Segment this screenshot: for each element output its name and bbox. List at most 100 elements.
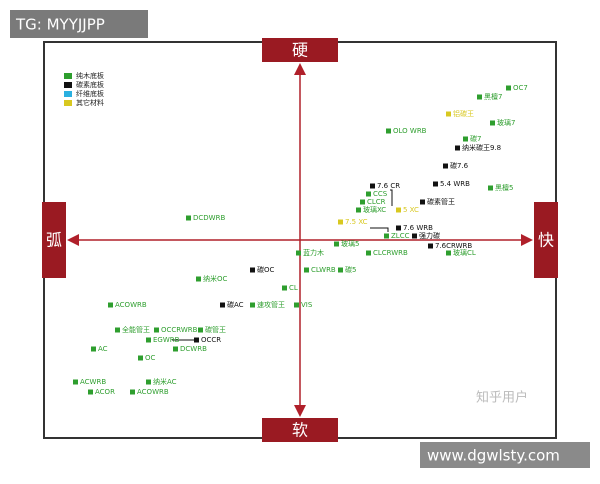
point-label: 玻璃CL [453,248,476,257]
point-label: 黑檀5 [495,183,513,192]
credit: 知乎用户 [476,390,528,406]
point-label: 7.6 WRB [403,224,433,232]
legend-label: 纤维底板 [76,89,104,98]
point-label: ZLCC [391,232,410,240]
watermark-box [10,10,148,38]
point-marker [433,181,438,187]
axis-box [262,38,338,62]
point-marker [250,302,255,308]
point-label: 铝碳王 [453,109,474,118]
connector [172,189,393,341]
point-marker [488,185,493,191]
point-label: OCCRWRB [161,326,198,334]
point-marker [384,233,389,239]
legend-label: 纯木底板 [76,71,104,80]
point-label: ACOWRB [115,301,147,309]
point-label: 速攻管王 [257,300,285,309]
point-label: 碳7.6 [450,161,469,170]
point-label: 蓝力木 [303,248,324,257]
point-label: 强力碳 [419,231,440,240]
point-label: 全能管王 [122,325,150,334]
point-marker [296,250,301,256]
point-marker [463,136,468,142]
point-marker [282,285,287,291]
point-marker [506,85,511,91]
point-marker [138,355,143,361]
point-label: ACOWRB [137,388,169,396]
axis-label: 软 [292,421,308,440]
point-label: 碳素管王 [427,197,455,206]
point-label: CLWRB [311,266,336,274]
point-label: CLCR [367,198,386,206]
point-marker [396,225,401,231]
point-label: 碳7 [470,134,481,143]
point-marker [91,346,96,352]
point-label: OLO WRB [393,127,427,135]
point-marker [428,243,433,249]
point-label: VIS [301,301,313,309]
point-label: 碳AC [227,300,244,309]
point-label: 5.4 WRB [440,180,470,188]
site: www.dgwlsty.com [427,447,560,465]
legend-label: 碳素底板 [76,80,104,89]
point-marker [477,94,482,100]
point-marker [115,327,120,333]
point-marker [455,145,460,151]
point-label: CCS [373,190,388,198]
point-marker [304,267,309,273]
point-label: OC7 [513,84,528,92]
point-marker [73,379,78,385]
point-label: 7.6 CR [377,182,400,190]
point-label: 玻璃7 [497,118,515,127]
point-marker [446,250,451,256]
axis-label: 快 [538,231,554,250]
point-marker [220,302,225,308]
point-marker [130,389,135,395]
point-marker [360,199,365,205]
point-label: EGWRB [153,336,180,344]
point-marker [338,219,343,225]
point-label: ACWRB [80,378,106,386]
point-marker [370,183,375,189]
point-label: 碳管王 [205,325,226,334]
axis-box [42,202,66,278]
point-marker [356,207,361,213]
point-marker [154,327,159,333]
point-label: 纳米OC [203,274,228,283]
axis-box [262,418,338,442]
legend-label: 其它材料 [76,98,104,107]
point-marker [366,191,371,197]
point-marker [88,389,93,395]
point-label: 5 XC [403,206,419,214]
point-label: 7.5 XC [345,218,368,226]
point-marker [338,267,343,273]
point-marker [186,215,191,221]
axis-label: 弧 [46,231,62,250]
point-label: CLCRWRB [373,249,408,257]
legend-swatch [64,91,72,97]
point-marker [250,267,255,273]
point-marker [446,111,451,117]
point-marker [396,207,401,213]
site-box [420,442,590,468]
point-label: OC [145,354,156,362]
point-label: AC [98,345,108,353]
point-marker [366,250,371,256]
axis-box [534,202,558,278]
point-marker [108,302,113,308]
point-marker [386,128,391,134]
point-marker [146,337,151,343]
point-label: 碳5 [345,265,356,274]
point-marker [412,233,417,239]
point-marker [196,276,201,282]
point-label: 7.6CRWRB [435,242,472,250]
point-marker [420,199,425,205]
point-marker [294,302,299,308]
legend-swatch [64,100,72,106]
point-label: 碳OC [257,265,275,274]
point-label: CL [289,284,298,292]
point-label: ACOR [95,388,115,396]
point-label: DCWRB [180,345,207,353]
point-marker [173,346,178,352]
